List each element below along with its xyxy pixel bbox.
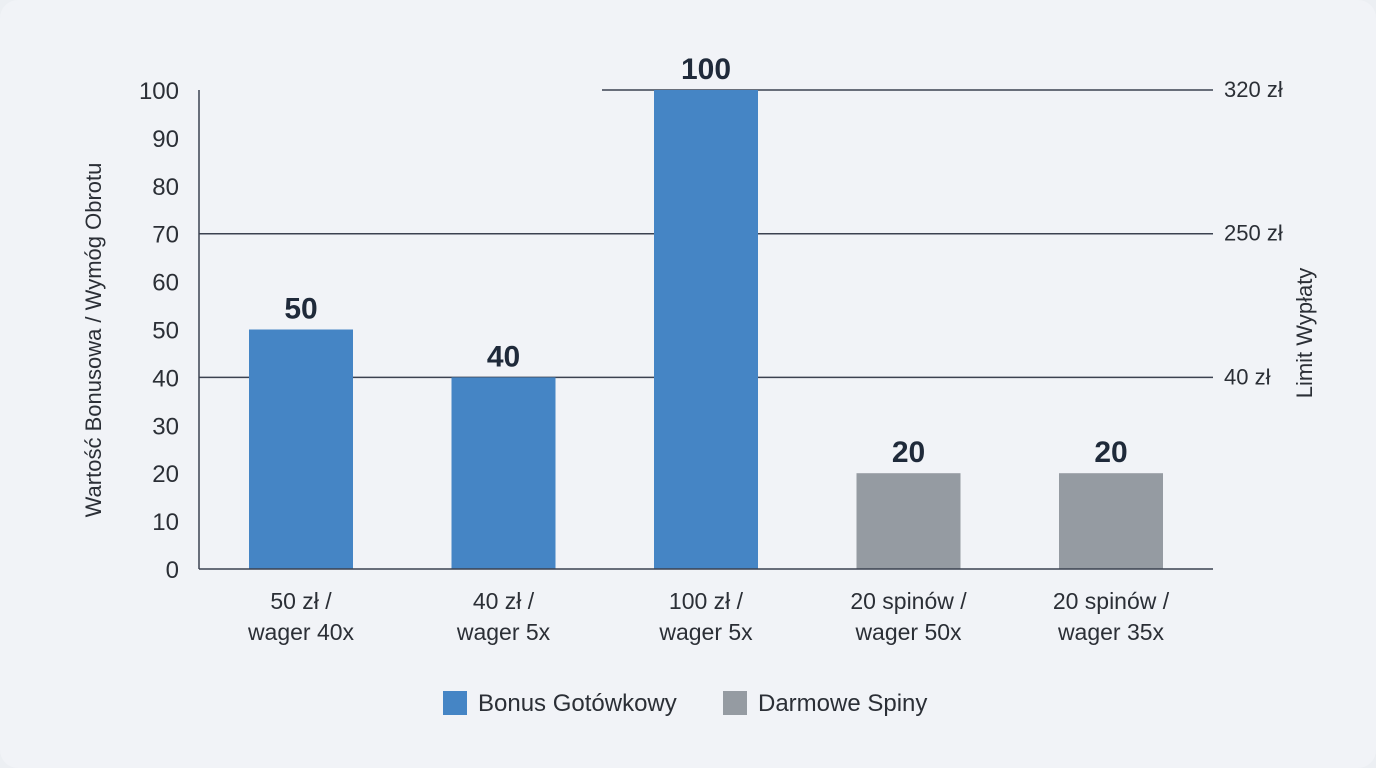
- reference-line-label: 320 zł: [1224, 77, 1283, 102]
- bar: [654, 90, 758, 569]
- y-tick-label: 30: [152, 413, 179, 440]
- reference-line-label: 250 zł: [1224, 221, 1283, 246]
- reference-line-label: 40 zł: [1224, 364, 1271, 389]
- bar-value-label: 20: [1094, 436, 1127, 469]
- bar: [856, 473, 961, 569]
- legend-label: Darmowe Spiny: [758, 690, 927, 717]
- bar-value-label: 100: [681, 53, 731, 86]
- category-label: 100 zł /: [669, 588, 744, 614]
- bars: [249, 90, 1163, 569]
- y2-axis-title: Limit Wypłaty: [1292, 268, 1317, 399]
- y-tick-label: 80: [152, 174, 179, 201]
- category-label: 20 spinów /: [1053, 588, 1170, 614]
- y-tick-label: 90: [152, 126, 179, 153]
- bar-value-label: 20: [892, 436, 925, 469]
- bar: [249, 329, 353, 569]
- category-labels: 50 zł / wager 40x 40 zł / wager 5x 100 zł / w…: [247, 588, 1170, 645]
- y-tick-label: 70: [152, 222, 179, 249]
- legend: Bonus Gotówkowy Darmowe Spiny: [443, 690, 927, 717]
- axes: [198, 90, 1213, 570]
- value-labels: 50 40 100 20 20: [284, 53, 1127, 469]
- category-label: wager 50x: [854, 619, 962, 645]
- y-tick-label: 10: [152, 509, 179, 536]
- bar-value-label: 50: [284, 293, 317, 326]
- y-ticks: 0 10 20 30 40 50 60 70 80 90 100: [139, 78, 179, 584]
- bar: [451, 377, 556, 569]
- y-tick-label: 40: [152, 365, 179, 392]
- y-tick-label: 0: [166, 557, 179, 584]
- y-tick-label: 50: [152, 318, 179, 345]
- bar-value-label: 40: [487, 340, 520, 373]
- category-label: wager 5x: [456, 619, 551, 645]
- legend-swatch: [723, 691, 747, 715]
- y-tick-label: 20: [152, 461, 179, 488]
- category-label: 40 zł /: [473, 588, 535, 614]
- y-tick-label: 60: [152, 270, 179, 297]
- category-label: wager 35x: [1057, 619, 1165, 645]
- y-tick-label: 100: [139, 78, 179, 105]
- bar: [1059, 473, 1163, 569]
- legend-label: Bonus Gotówkowy: [478, 690, 677, 717]
- reference-labels: 320 zł 250 zł 40 zł: [1224, 77, 1283, 389]
- category-label: wager 5x: [658, 619, 753, 645]
- y-axis-title: Wartość Bonusowa / Wymóg Obrotu: [81, 163, 106, 518]
- legend-swatch: [443, 691, 467, 715]
- category-label: 50 zł /: [270, 588, 332, 614]
- category-label: wager 40x: [247, 619, 355, 645]
- category-label: 20 spinów /: [850, 588, 967, 614]
